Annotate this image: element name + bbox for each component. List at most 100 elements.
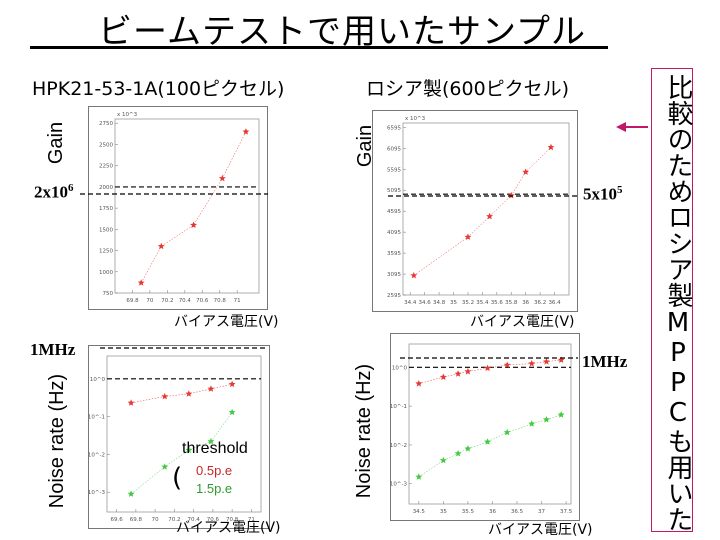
gain-left-panel: 69.8 70 70.2 70.4 70.6 70.8 71 750 1000 1250 1500 1… xyxy=(88,106,268,310)
side-note-box xyxy=(651,68,693,532)
gain_right-ytick-label: 6095 xyxy=(387,146,401,152)
noise_right-point-1.5p.e xyxy=(464,445,472,452)
side-note-arrowhead xyxy=(616,122,626,132)
noise_right-xtick-label: 36 xyxy=(489,509,496,515)
noise-right-panel: 34.5 35 35.5 36 36.5 37 37.5 10^-3 10^-2 10^-1 10^… xyxy=(390,333,580,521)
noise_right-ytick-label: 10^-2 xyxy=(391,443,407,449)
noise_right-xtick-label: 37 xyxy=(538,509,545,515)
noise_right-point-0.5p.e xyxy=(543,358,550,365)
gain_right-point-gain xyxy=(522,168,530,175)
noise_right-point-0.5p.e xyxy=(439,373,447,380)
noise_left-point-1.5p.e xyxy=(127,490,135,497)
gain_right-point-gain xyxy=(464,233,472,240)
gain_left-ytick-label: 2000 xyxy=(99,185,113,191)
noise_left-point-1.5p.e xyxy=(228,408,236,416)
noise_right-point-1.5p.e xyxy=(543,416,550,423)
gain_right-yexp-label: x 10^3 xyxy=(405,116,426,122)
gain_left-xtick-label: 70 xyxy=(146,298,153,304)
gain_right-point-gain xyxy=(547,143,555,151)
gain-left-ref-label: 2x106 xyxy=(34,182,74,202)
gain_left-point-gain xyxy=(218,174,226,182)
gain-left-xlabel: バイアス電圧(V) xyxy=(174,314,279,330)
gain_left-ytick-label: 750 xyxy=(103,291,114,297)
noise_right-xtick-label: 37.5 xyxy=(560,509,573,515)
noise_right-point-1.5p.e xyxy=(503,428,511,436)
noise_right-ytick-label: 10^-3 xyxy=(391,482,407,488)
gain-left-chart: 69.8 70 70.2 70.4 70.6 70.8 71 750 1000 1250 1500 1… xyxy=(99,112,260,304)
noise_left-point-0.5p.e xyxy=(161,392,169,400)
noise_left-ytick-label: 10^-1 xyxy=(89,415,105,421)
noise-left-panel: 69.6 69.8 70 70.2 70.4 70.6 70.8 71 10^-3 10^-2 10… xyxy=(88,345,270,529)
noise-right-xlabel: バイアス電圧(V) xyxy=(488,522,593,538)
noise_left-point-1.5p.e xyxy=(161,463,169,470)
threshold-paren: ( xyxy=(172,463,183,493)
noise-right-chart: 34.5 35 35.5 36 36.5 37 37.5 10^-3 10^-2 10^-1 10^… xyxy=(390,343,573,515)
right-sample-title: ロシア製(600ピクセル) xyxy=(366,78,570,100)
gain_right-ytick-label: 4095 xyxy=(387,230,401,236)
gain_left-xtick-label: 70.6 xyxy=(196,298,209,304)
gain_left-point-gain xyxy=(137,279,145,286)
gain_left-ytick-label: 2750 xyxy=(99,121,113,127)
gain_left-xtick-label: 69.8 xyxy=(126,298,139,304)
gain_right-xtick-label: 35 xyxy=(450,300,457,306)
noise_left-xtick-label: 69.6 xyxy=(111,517,124,523)
gain_left-series-line-gain xyxy=(140,131,247,283)
gain_right-series-line-gain xyxy=(413,147,552,276)
gain_left-ytick-label: 1250 xyxy=(99,249,113,255)
gain_left-point-gain xyxy=(157,242,165,250)
gain_right-xtick-label: 35.8 xyxy=(505,300,518,306)
gain_left-frame xyxy=(114,118,260,294)
gain_left-ytick-label: 1500 xyxy=(99,227,113,233)
gain_right-xtick-label: 36.4 xyxy=(548,300,561,306)
noise_left-xtick-label: 70.8 xyxy=(226,517,239,523)
noise_right-point-0.5p.e xyxy=(415,380,423,387)
gain_right-ytick-label: 5095 xyxy=(387,188,401,194)
noise_right-frame xyxy=(408,343,572,505)
gain_right-xtick-label: 36.2 xyxy=(534,300,546,306)
left-sample-title: HPK21-53-1A(100ピクセル) xyxy=(32,78,285,100)
gain-right-chart: 34.4 34.6 34.8 35 35.2 35.4 35.6 35.8 36 36.2 36.4… xyxy=(387,116,570,306)
noise_right-xtick-label: 34.5 xyxy=(413,509,426,515)
gain_left-ytick-label: 2500 xyxy=(99,142,113,148)
gain_right-ytick-label: 4595 xyxy=(387,209,401,215)
noise_left-xtick-label: 70.4 xyxy=(188,517,201,523)
noise_left-xtick-label: 69.8 xyxy=(130,517,143,523)
noise_left-xtick-label: 70 xyxy=(152,517,159,523)
gain_right-ytick-label: 3595 xyxy=(387,251,401,257)
noise_right-series-line-1.5p.e xyxy=(418,414,562,478)
noise_right-point-1.5p.e xyxy=(528,420,536,427)
page-title: ビームテストで用いたサンプル xyxy=(98,12,586,52)
gain_right-frame xyxy=(402,122,570,296)
gain_right-xtick-label: 34.8 xyxy=(433,300,446,306)
noise_right-ytick-label: 10^0 xyxy=(392,365,408,371)
noise_left-point-0.5p.e xyxy=(207,385,215,392)
gain_right-xtick-label: 34.6 xyxy=(419,300,432,306)
noise_right-point-1.5p.e xyxy=(439,456,447,464)
noise_right-point-1.5p.e xyxy=(454,449,462,457)
noise_right-point-0.5p.e xyxy=(454,370,462,377)
noise_left-point-1.5p.e xyxy=(207,437,215,445)
noise_right-point-0.5p.e xyxy=(503,361,511,368)
gain_right-point-gain xyxy=(486,212,493,220)
noise_right-point-0.5p.e xyxy=(557,356,565,363)
gain_left-xtick-label: 70.2 xyxy=(161,298,173,304)
noise_right-point-1.5p.e xyxy=(557,411,565,418)
gain-right-ref-label: 5x105 xyxy=(583,184,623,204)
noise_right-point-0.5p.e xyxy=(484,364,491,372)
noise_right-xtick-label: 35.5 xyxy=(462,509,475,515)
gain_left-yexp-label: x 10^3 xyxy=(117,112,138,118)
noise_left-ytick-label: 10^0 xyxy=(90,377,106,383)
gain_left-point-gain xyxy=(242,128,250,135)
threshold-15pe: 1.5p.e xyxy=(196,481,233,496)
noise_left-point-0.5p.e xyxy=(127,399,135,406)
noise_left-xtick-label: 70.6 xyxy=(207,517,220,523)
gain_right-xtick-label: 35.4 xyxy=(476,300,489,306)
noise-left-ref-label: 1MHz xyxy=(30,340,76,359)
noise_right-ytick-label: 10^-1 xyxy=(391,404,407,410)
threshold-label: threshold xyxy=(182,440,248,457)
noise_left-xtick-label: 70.2 xyxy=(168,517,180,523)
gain_right-ytick-label: 2595 xyxy=(387,293,401,299)
gain_left-point-gain xyxy=(190,221,197,228)
gain-right-panel: 34.4 34.6 34.8 35 35.2 35.4 35.6 35.8 36 36.2 36.4… xyxy=(372,110,578,312)
